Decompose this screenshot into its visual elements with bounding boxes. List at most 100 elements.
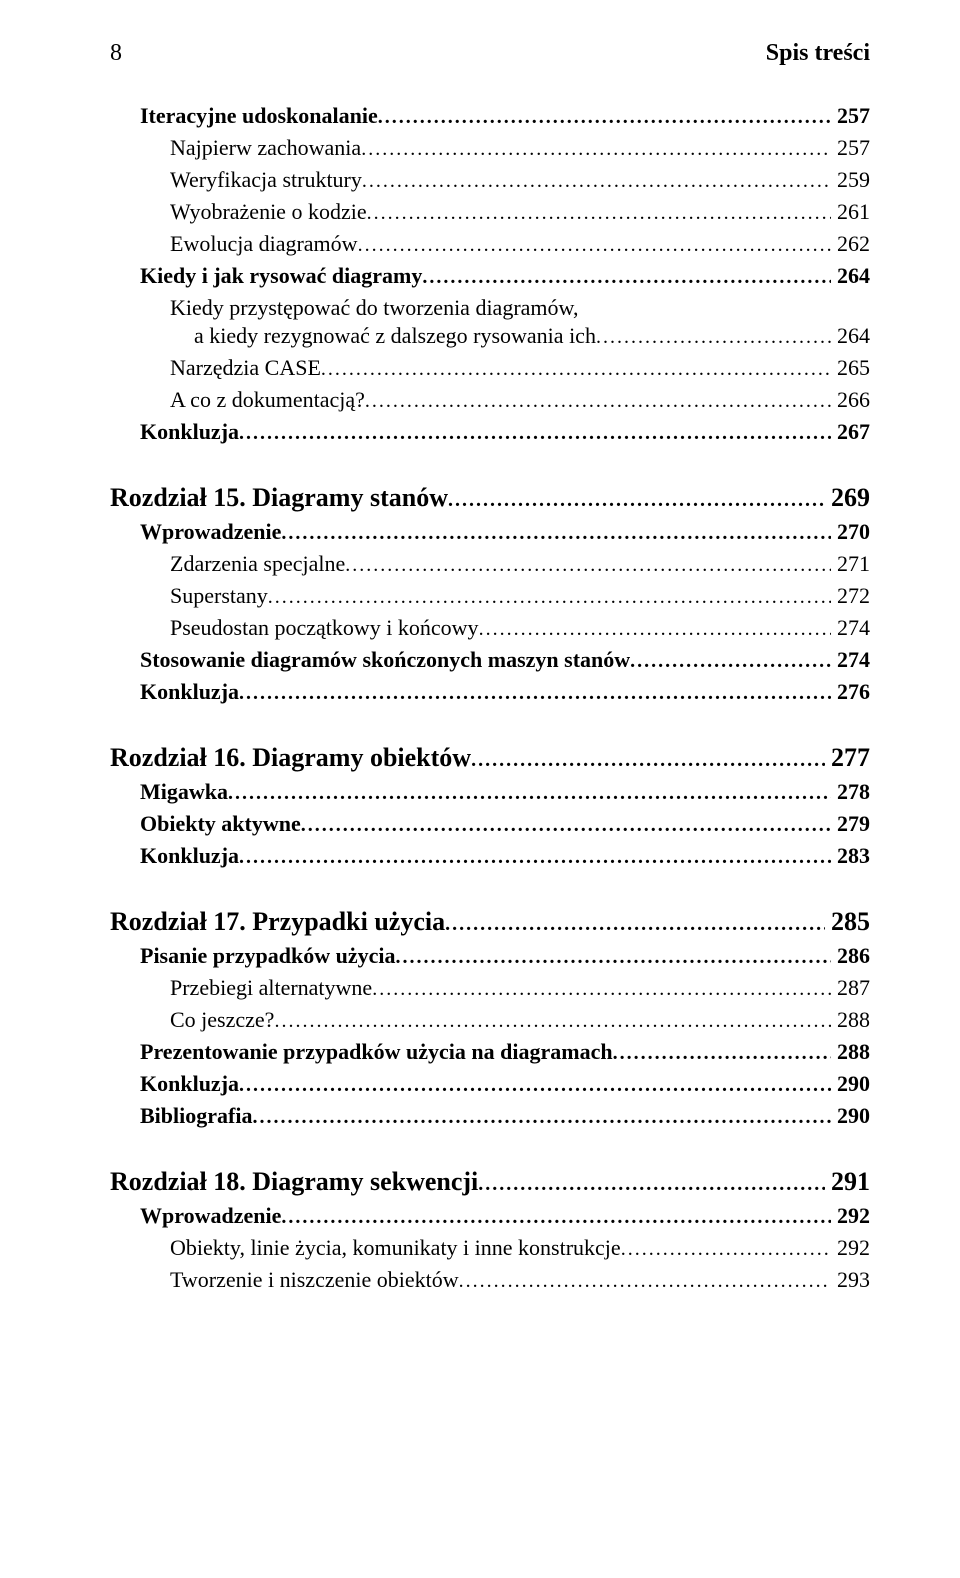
toc-leader-dots: [239, 682, 831, 705]
toc-entry-label: Kiedy i jak rysować diagramy: [140, 263, 422, 289]
toc-chapter: Rozdział 18. Diagramy sekwencji 291 Wprowa…: [110, 1167, 870, 1293]
toc-entry-label: Wprowadzenie: [140, 1203, 281, 1229]
toc-chapter-title-page: 269: [825, 483, 870, 513]
toc-chapter: Rozdział 16. Diagramy obiektów277 Migawka…: [110, 743, 870, 869]
toc-leader-dots: [281, 1206, 831, 1229]
toc-entry-page: 290: [831, 1071, 870, 1097]
toc-entry-page: 271: [831, 551, 870, 577]
toc-chapter-title-page: 291: [825, 1167, 870, 1197]
toc-entry-page: 264: [831, 323, 870, 349]
toc-entry-label: Weryfikacja struktury: [170, 167, 362, 193]
toc-entry-label: Superstany: [170, 583, 268, 609]
toc-leader-dots: [445, 913, 825, 936]
toc-leader-dots: [274, 1010, 831, 1033]
toc-leader-dots: [268, 586, 831, 609]
toc-entry: Obiekty, linie życia, komunikaty i inne …: [170, 1235, 870, 1261]
toc-entry-page: 278: [831, 779, 870, 805]
toc-chapter-title-label: Rozdział 16. Diagramy obiektów: [110, 743, 471, 773]
toc-chapter-title: Rozdział 18. Diagramy sekwencji 291: [110, 1167, 870, 1197]
toc-entry-label: Wyobrażenie o kodzie: [170, 199, 367, 225]
toc-chapter-title-page: 285: [825, 907, 870, 937]
toc-entry-label: Narzędzia CASE: [170, 355, 321, 381]
toc-entry: Stosowanie diagramów skończonych maszyn …: [140, 647, 870, 673]
toc-entry: Kiedy przystępować do tworzenia diagramó…: [170, 295, 870, 321]
toc-entry-page: 274: [831, 647, 870, 673]
toc-entry: Wprowadzenie292: [140, 1203, 870, 1229]
toc-entry-page: 272: [831, 583, 870, 609]
toc-entry: Migawka278: [140, 779, 870, 805]
toc-entry-page: 270: [831, 519, 870, 545]
toc-entry: Obiekty aktywne279: [140, 811, 870, 837]
toc-entry-label: Pisanie przypadków użycia: [140, 943, 395, 969]
toc-entry: Prezentowanie przypadków użycia na diagr…: [140, 1039, 870, 1065]
toc-entry-label: Bibliografia: [140, 1103, 252, 1129]
toc-leader-dots: [459, 1270, 831, 1293]
toc-leader-dots: [367, 202, 831, 225]
toc-entry-label: Zdarzenia specjalne: [170, 551, 345, 577]
toc-leader-dots: [422, 266, 831, 289]
toc-leader-dots: [228, 782, 831, 805]
toc-leader-dots: [345, 554, 831, 577]
toc-leader-dots: [321, 358, 831, 381]
toc-entry-page: 261: [831, 199, 870, 225]
toc-entry-label: a kiedy rezygnować z dalszego rysowania …: [194, 323, 596, 349]
toc-entry-page: 266: [831, 387, 870, 413]
toc-entry-label: Obiekty, linie życia, komunikaty i inne …: [170, 1235, 621, 1261]
toc-leader-dots: [372, 978, 831, 1001]
toc-chapter-items: Wprowadzenie292Obiekty, linie życia, kom…: [110, 1203, 870, 1293]
toc-entry: Konkluzja 276: [140, 679, 870, 705]
toc-entry: Iteracyjne udoskonalanie257: [140, 103, 870, 129]
toc-chapter-title-label: Rozdział 15. Diagramy stanów: [110, 483, 448, 513]
toc-entry: Co jeszcze?288: [170, 1007, 870, 1033]
toc-leader-dots: [239, 1074, 831, 1097]
toc-chapter-title: Rozdział 17. Przypadki użycia 285: [110, 907, 870, 937]
toc-entry-page: 288: [831, 1039, 870, 1065]
toc-entry-page: 265: [831, 355, 870, 381]
toc-entry-label: Obiekty aktywne: [140, 811, 301, 837]
toc-entry: Kiedy i jak rysować diagramy264: [140, 263, 870, 289]
toc-entry-label: Konkluzja: [140, 843, 239, 869]
toc-leader-dots: [361, 138, 831, 161]
toc-entry: Narzędzia CASE 265: [170, 355, 870, 381]
toc-entry: a kiedy rezygnować z dalszego rysowania …: [194, 323, 870, 349]
toc-leader-dots: [596, 326, 831, 349]
toc-leader-dots: [239, 422, 831, 445]
toc-entry-label: Konkluzja: [140, 419, 239, 445]
toc-entry-label: Prezentowanie przypadków użycia na diagr…: [140, 1039, 613, 1065]
toc-chapter-title-label: Rozdział 17. Przypadki użycia: [110, 907, 445, 937]
toc-entry: Weryfikacja struktury 259: [170, 167, 870, 193]
toc-entry-page: 288: [831, 1007, 870, 1033]
toc-entry-label: Stosowanie diagramów skończonych maszyn …: [140, 647, 630, 673]
toc-entry-label: Iteracyjne udoskonalanie: [140, 103, 378, 129]
toc-leader-dots: [621, 1238, 831, 1261]
toc-entry-label: Kiedy przystępować do tworzenia diagramó…: [170, 295, 578, 321]
toc-entry: Wprowadzenie270: [140, 519, 870, 545]
toc-entry: Najpierw zachowania257: [170, 135, 870, 161]
toc-entry-page: 274: [831, 615, 870, 641]
toc-leader-dots: [395, 946, 831, 969]
toc-leader-dots: [281, 522, 831, 545]
toc-entry-label: A co z dokumentacją?: [170, 387, 365, 413]
toc-entry: Ewolucja diagramów262: [170, 231, 870, 257]
toc-entry: Wyobrażenie o kodzie 261: [170, 199, 870, 225]
toc-leader-dots: [239, 846, 831, 869]
toc-entry: Bibliografia290: [140, 1103, 870, 1129]
toc-entry-label: Konkluzja: [140, 1071, 239, 1097]
toc-chapter-title-label: Rozdział 18. Diagramy sekwencji: [110, 1167, 478, 1197]
header-title: Spis treści: [766, 40, 870, 67]
toc-entry: A co z dokumentacją? 266: [170, 387, 870, 413]
toc-leader-dots: [630, 650, 831, 673]
toc-chapter-items: Wprowadzenie270 Zdarzenia specjalne 271 Sup…: [110, 519, 870, 705]
toc-entry-label: Konkluzja: [140, 679, 239, 705]
toc-entry-page: 257: [831, 135, 870, 161]
toc-entry: Zdarzenia specjalne 271: [170, 551, 870, 577]
toc-entry-label: Ewolucja diagramów: [170, 231, 358, 257]
toc-chapter-title: Rozdział 16. Diagramy obiektów277: [110, 743, 870, 773]
toc-entry-page: 292: [831, 1235, 870, 1261]
toc-leader-dots: [365, 390, 831, 413]
toc-leader-dots: [358, 234, 831, 257]
toc-leader-dots: [479, 618, 831, 641]
toc-entry-page: 259: [831, 167, 870, 193]
toc-entry-page: 276: [831, 679, 870, 705]
toc-entry: Pisanie przypadków użycia286: [140, 943, 870, 969]
